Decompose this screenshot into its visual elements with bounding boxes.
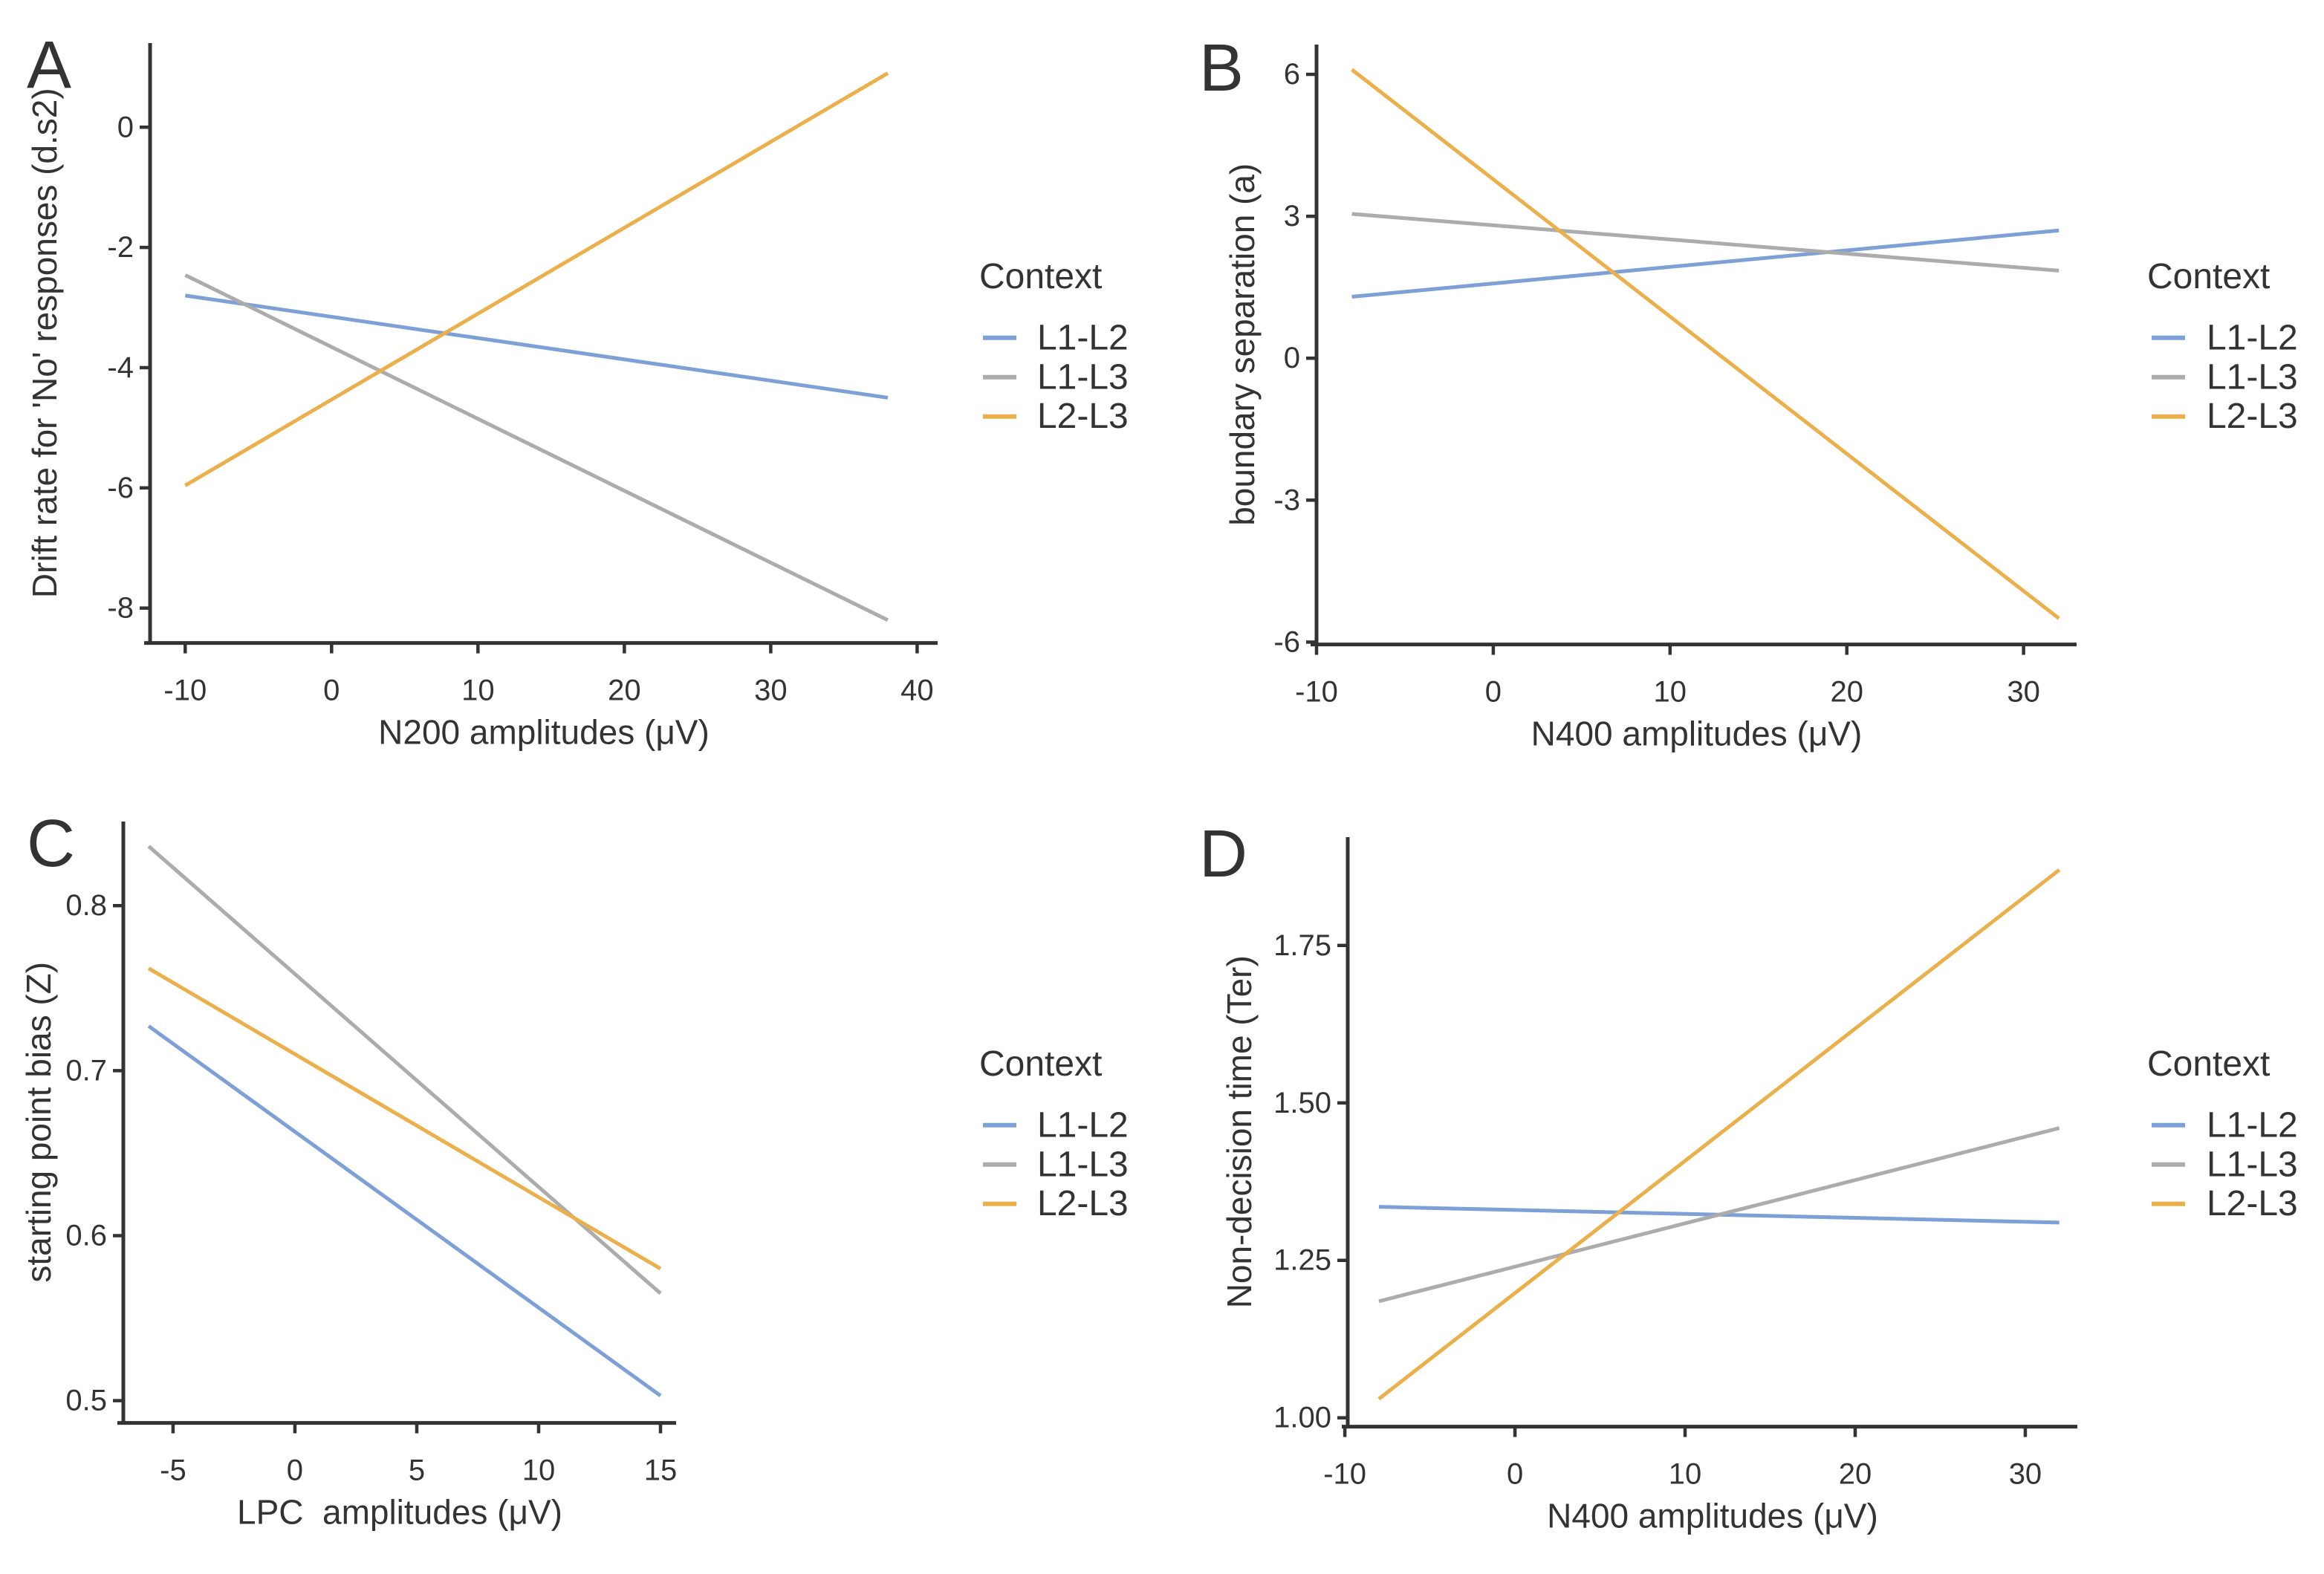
legend-label-l1-l2: L1-L2 <box>1037 318 1129 357</box>
series-line-l2-l3 <box>184 71 889 487</box>
x-tick-label: -10 <box>1323 1457 1366 1490</box>
x-tick-label: 30 <box>2007 676 2039 709</box>
x-tick-label: 0 <box>287 1454 303 1486</box>
y-tick-label: 3 <box>1284 200 1300 232</box>
y-axis-title: Drift rate for 'No' responses (d.s2) <box>25 88 64 598</box>
y-tick-label: 0.5 <box>65 1384 107 1417</box>
panel-a: -10 0 10 20 30 40 0 -2 -4 -6 -8 N200 amplitudes (μV… <box>0 0 1162 787</box>
x-tick-label: -5 <box>160 1454 186 1486</box>
legend-label-l1-l3: L1-L3 <box>1037 1145 1129 1184</box>
y-tick-label: 6 <box>1284 58 1300 91</box>
legend-label-l1-l2: L1-L2 <box>1037 1105 1129 1145</box>
x-tick-label: 5 <box>409 1454 425 1486</box>
x-axis-title: LPC amplitudes (μV) <box>237 1492 562 1531</box>
x-tick-label: 20 <box>1839 1457 1872 1490</box>
legend-title: Context <box>2147 1044 2270 1083</box>
legend-label-l1-l3: L1-L3 <box>2207 1145 2298 1184</box>
y-tick-label: 1.00 <box>1273 1401 1331 1434</box>
panel-d: -10 0 10 20 30 1.75 1.50 1.25 1.00 N400 amplitude… <box>1162 787 2324 1574</box>
x-tick-label: 30 <box>754 674 787 707</box>
panel-c-chart: -5 0 5 10 15 0.8 0.7 0.6 0.5 LPC amplitudes (μV) s… <box>19 806 1129 1531</box>
legend-label-l2-l3: L2-L3 <box>1037 397 1129 436</box>
legend-label-l2-l3: L2-L3 <box>1037 1184 1129 1223</box>
x-tick-label: 15 <box>644 1454 677 1486</box>
y-tick-label: -3 <box>1273 484 1300 516</box>
x-tick-label: 0 <box>1485 676 1502 709</box>
legend-title: Context <box>979 1044 1102 1083</box>
x-tick-label: 20 <box>608 674 640 707</box>
x-tick-label: 10 <box>461 674 494 707</box>
y-tick-label: -6 <box>1273 625 1300 658</box>
legend-label-l2-l3: L2-L3 <box>2207 1184 2298 1223</box>
legend-label-l1-l2: L1-L2 <box>2207 318 2298 357</box>
legend-label-l1-l2: L1-L2 <box>2207 1105 2298 1145</box>
x-tick-label: 20 <box>1830 676 1863 709</box>
y-tick-label: 0.7 <box>65 1054 107 1087</box>
y-tick-label: 1.50 <box>1273 1086 1331 1119</box>
panel-b: -10 0 10 20 30 6 3 0 -3 -6 N400 amplitudes (μV) bou… <box>1162 0 2324 787</box>
panel-letter: B <box>1199 31 1244 105</box>
y-tick-label: 1.75 <box>1273 929 1331 961</box>
panel-letter: D <box>1199 816 1247 891</box>
series-line-l1-l3 <box>147 844 662 1295</box>
x-tick-label: -10 <box>1295 676 1338 709</box>
legend-title: Context <box>2147 257 2270 296</box>
y-tick-label: -6 <box>107 472 134 504</box>
y-tick-label: -8 <box>107 592 134 625</box>
legend-label-l2-l3: L2-L3 <box>2207 397 2298 436</box>
y-tick-label: 0.8 <box>65 889 107 922</box>
x-tick-label: 30 <box>2009 1457 2042 1490</box>
y-axis-title: Non-decision time (Ter) <box>1220 955 1259 1308</box>
series-line-l2-l3 <box>147 966 662 1270</box>
series-line-l2-l3 <box>1377 868 2061 1400</box>
series-line-l1-l2 <box>184 293 889 400</box>
x-axis-title: N400 amplitudes (μV) <box>1547 1496 1878 1535</box>
legend-label-l1-l3: L1-L3 <box>1037 357 1129 397</box>
x-axis-title: N200 amplitudes (μV) <box>378 713 710 752</box>
panel-c: -5 0 5 10 15 0.8 0.7 0.6 0.5 LPC amplitudes (μV) s… <box>0 787 1162 1574</box>
y-tick-label: 0 <box>117 111 134 143</box>
panel-a-chart: -10 0 10 20 30 40 0 -2 -4 -6 -8 N200 amplitudes (μV… <box>25 28 1129 752</box>
x-tick-label: 0 <box>323 674 340 707</box>
x-tick-label: -10 <box>163 674 207 707</box>
y-axis-title: boundary separation (a) <box>1223 163 1262 526</box>
y-tick-label: -4 <box>107 351 134 384</box>
series-line-l1-l2 <box>147 1024 662 1397</box>
series-line-l1-l3 <box>1378 1125 2060 1303</box>
panel-letter: C <box>27 806 75 880</box>
series-line-l1-l2 <box>1351 228 2060 299</box>
panel-letter: A <box>27 28 71 103</box>
y-tick-label: 0 <box>1284 342 1300 374</box>
series-line-l1-l3 <box>184 273 889 622</box>
legend-label-l1-l3: L1-L3 <box>2207 357 2298 397</box>
x-axis-title: N400 amplitudes (μV) <box>1531 715 1863 753</box>
y-tick-label: -2 <box>107 231 134 264</box>
y-axis-title: starting point bias (Z) <box>19 961 58 1282</box>
series-line-l2-l3 <box>1351 68 2060 620</box>
panel-d-chart: -10 0 10 20 30 1.75 1.50 1.25 1.00 N400 amplitude… <box>1199 816 2298 1535</box>
series-line-l1-l3 <box>1351 212 2060 273</box>
x-tick-label: 10 <box>522 1454 555 1486</box>
x-tick-label: 10 <box>1669 1457 1701 1490</box>
x-tick-label: 0 <box>1507 1457 1523 1490</box>
y-tick-label: 1.25 <box>1273 1243 1331 1276</box>
legend-title: Context <box>979 257 1102 296</box>
x-tick-label: 10 <box>1654 676 1687 709</box>
x-tick-label: 40 <box>900 674 933 707</box>
y-tick-label: 0.6 <box>65 1219 107 1252</box>
